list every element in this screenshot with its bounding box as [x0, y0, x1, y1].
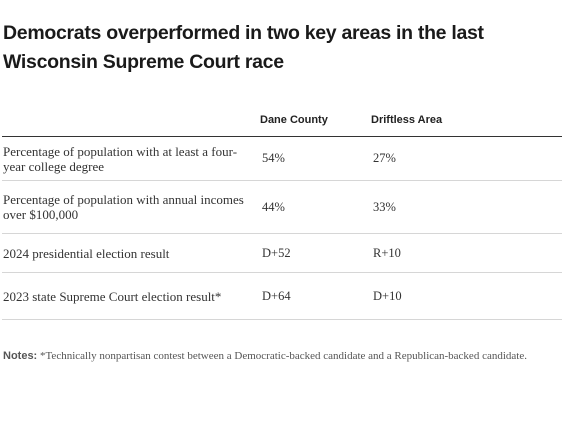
driftless-value: R+10	[370, 233, 562, 273]
notes-label: Notes:	[3, 350, 38, 362]
driftless-value: 27%	[370, 136, 562, 181]
table-row: 2024 presidential election result D+52 R…	[2, 233, 562, 273]
chart-title: Democrats overperformed in two key areas…	[3, 22, 484, 73]
notes-text: *Technically nonpartisan contest between…	[39, 350, 527, 362]
row-label: 2023 state Supreme Court election result…	[2, 272, 259, 320]
row-label: Percentage of population with annual inc…	[2, 180, 259, 234]
header-driftless-area: Driftless Area	[370, 104, 562, 137]
table-header-row: Dane County Driftless Area	[2, 104, 562, 137]
driftless-value: 33%	[370, 180, 562, 234]
driftless-value: D+10	[370, 272, 562, 320]
dane-value: D+64	[259, 272, 370, 320]
dane-value: 44%	[259, 180, 370, 234]
row-label: Percentage of population with at least a…	[2, 136, 259, 181]
header-blank	[2, 104, 259, 137]
table-row: Percentage of population with annual inc…	[2, 180, 562, 234]
footnote: Notes: *Technically nonpartisan contest …	[3, 349, 558, 363]
dane-value: D+52	[259, 233, 370, 273]
comparison-table: Dane County Driftless Area Percentage of…	[2, 104, 562, 320]
dane-value: 54%	[259, 136, 370, 181]
table-row: Percentage of population with at least a…	[2, 136, 562, 181]
row-label: 2024 presidential election result	[2, 233, 259, 273]
table-row: 2023 state Supreme Court election result…	[2, 272, 562, 320]
header-dane-county: Dane County	[259, 104, 370, 137]
